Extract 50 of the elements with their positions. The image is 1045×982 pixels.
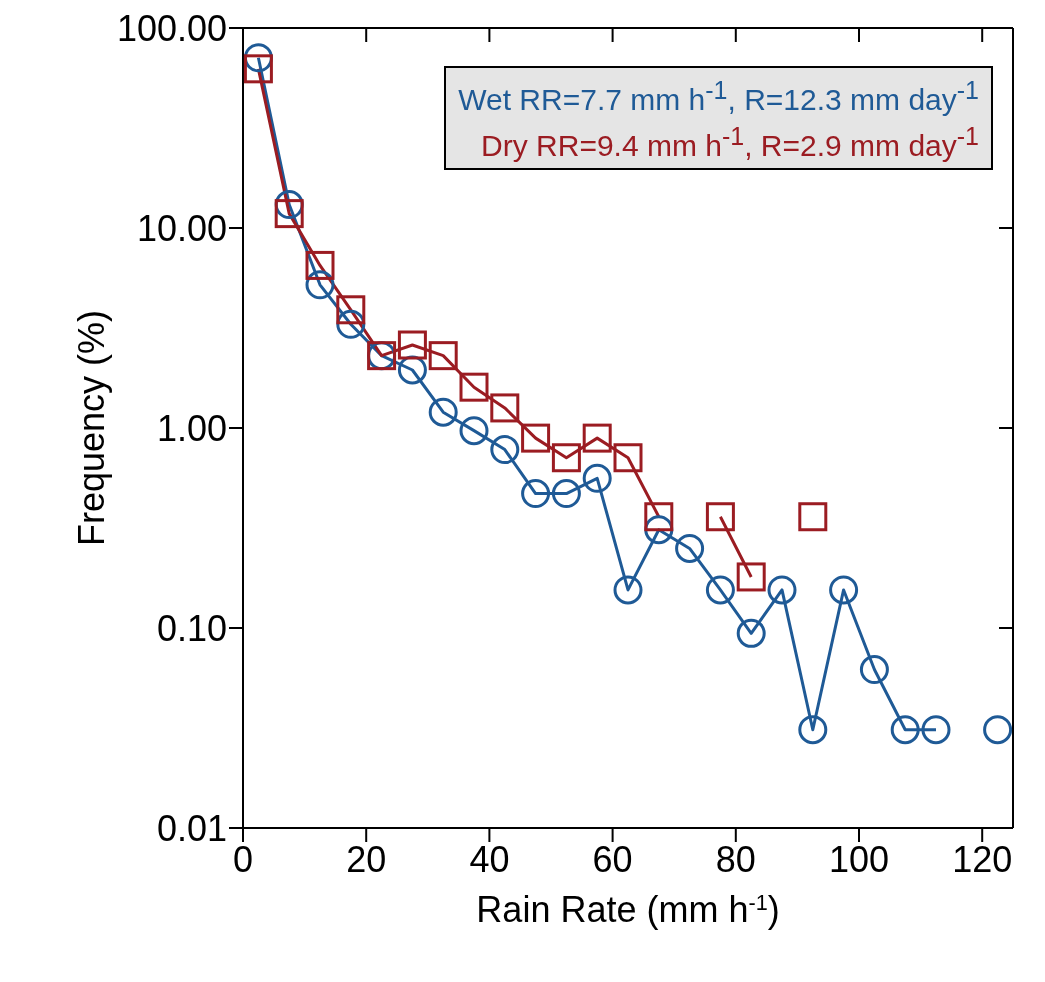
point [983,715,1013,745]
x-tick-label: 120 [952,838,1013,880]
point [859,655,889,685]
point [613,575,643,605]
point [551,479,581,509]
point [490,393,520,423]
point [490,435,520,465]
point [582,463,612,493]
point [521,479,551,509]
point [798,715,828,745]
point [921,715,951,745]
x-tick-label: 20 [346,838,387,880]
point [459,372,489,402]
point [767,575,797,605]
point [243,54,273,84]
point [705,502,735,532]
y-tick-label: 0.01 [156,807,227,849]
x-tick-label: 100 [828,838,890,880]
x-tick-label: 0 [232,838,254,880]
point [890,715,920,745]
point [336,295,366,325]
y-axis-title: Frequency (%) [71,309,113,547]
point [613,443,643,473]
point [305,250,335,280]
point [736,618,766,648]
point [582,423,612,453]
point [305,270,335,300]
x-tick-label: 60 [592,838,633,880]
x-tick-label: 80 [715,838,756,880]
point [798,502,828,532]
point [551,443,581,473]
point [736,562,766,592]
point [397,330,427,360]
text: Wet RR=7.7 mm h$^{-1}$, R=12.3 mm day$^{-1}$ [458,75,979,118]
point [459,416,489,446]
y-tick-label: 0.10 [156,607,227,649]
point [675,533,705,563]
y-tick-label: 10.00 [136,207,227,249]
x-tick-label: 40 [469,838,510,880]
y-tick-label: 100.00 [116,7,227,49]
point [274,199,304,229]
text: Dry RR=9.4 mm h$^{-1}$, R=2.9 mm day$^{-1}$ [480,121,979,164]
point [428,397,458,427]
x-axis-title: Rain Rate (mm h$^{-1}$) [476,889,780,930]
point [829,575,859,605]
point [521,423,551,453]
point [644,502,674,532]
y-tick-label: 1.00 [156,407,227,449]
point [428,341,458,371]
point [705,575,735,605]
